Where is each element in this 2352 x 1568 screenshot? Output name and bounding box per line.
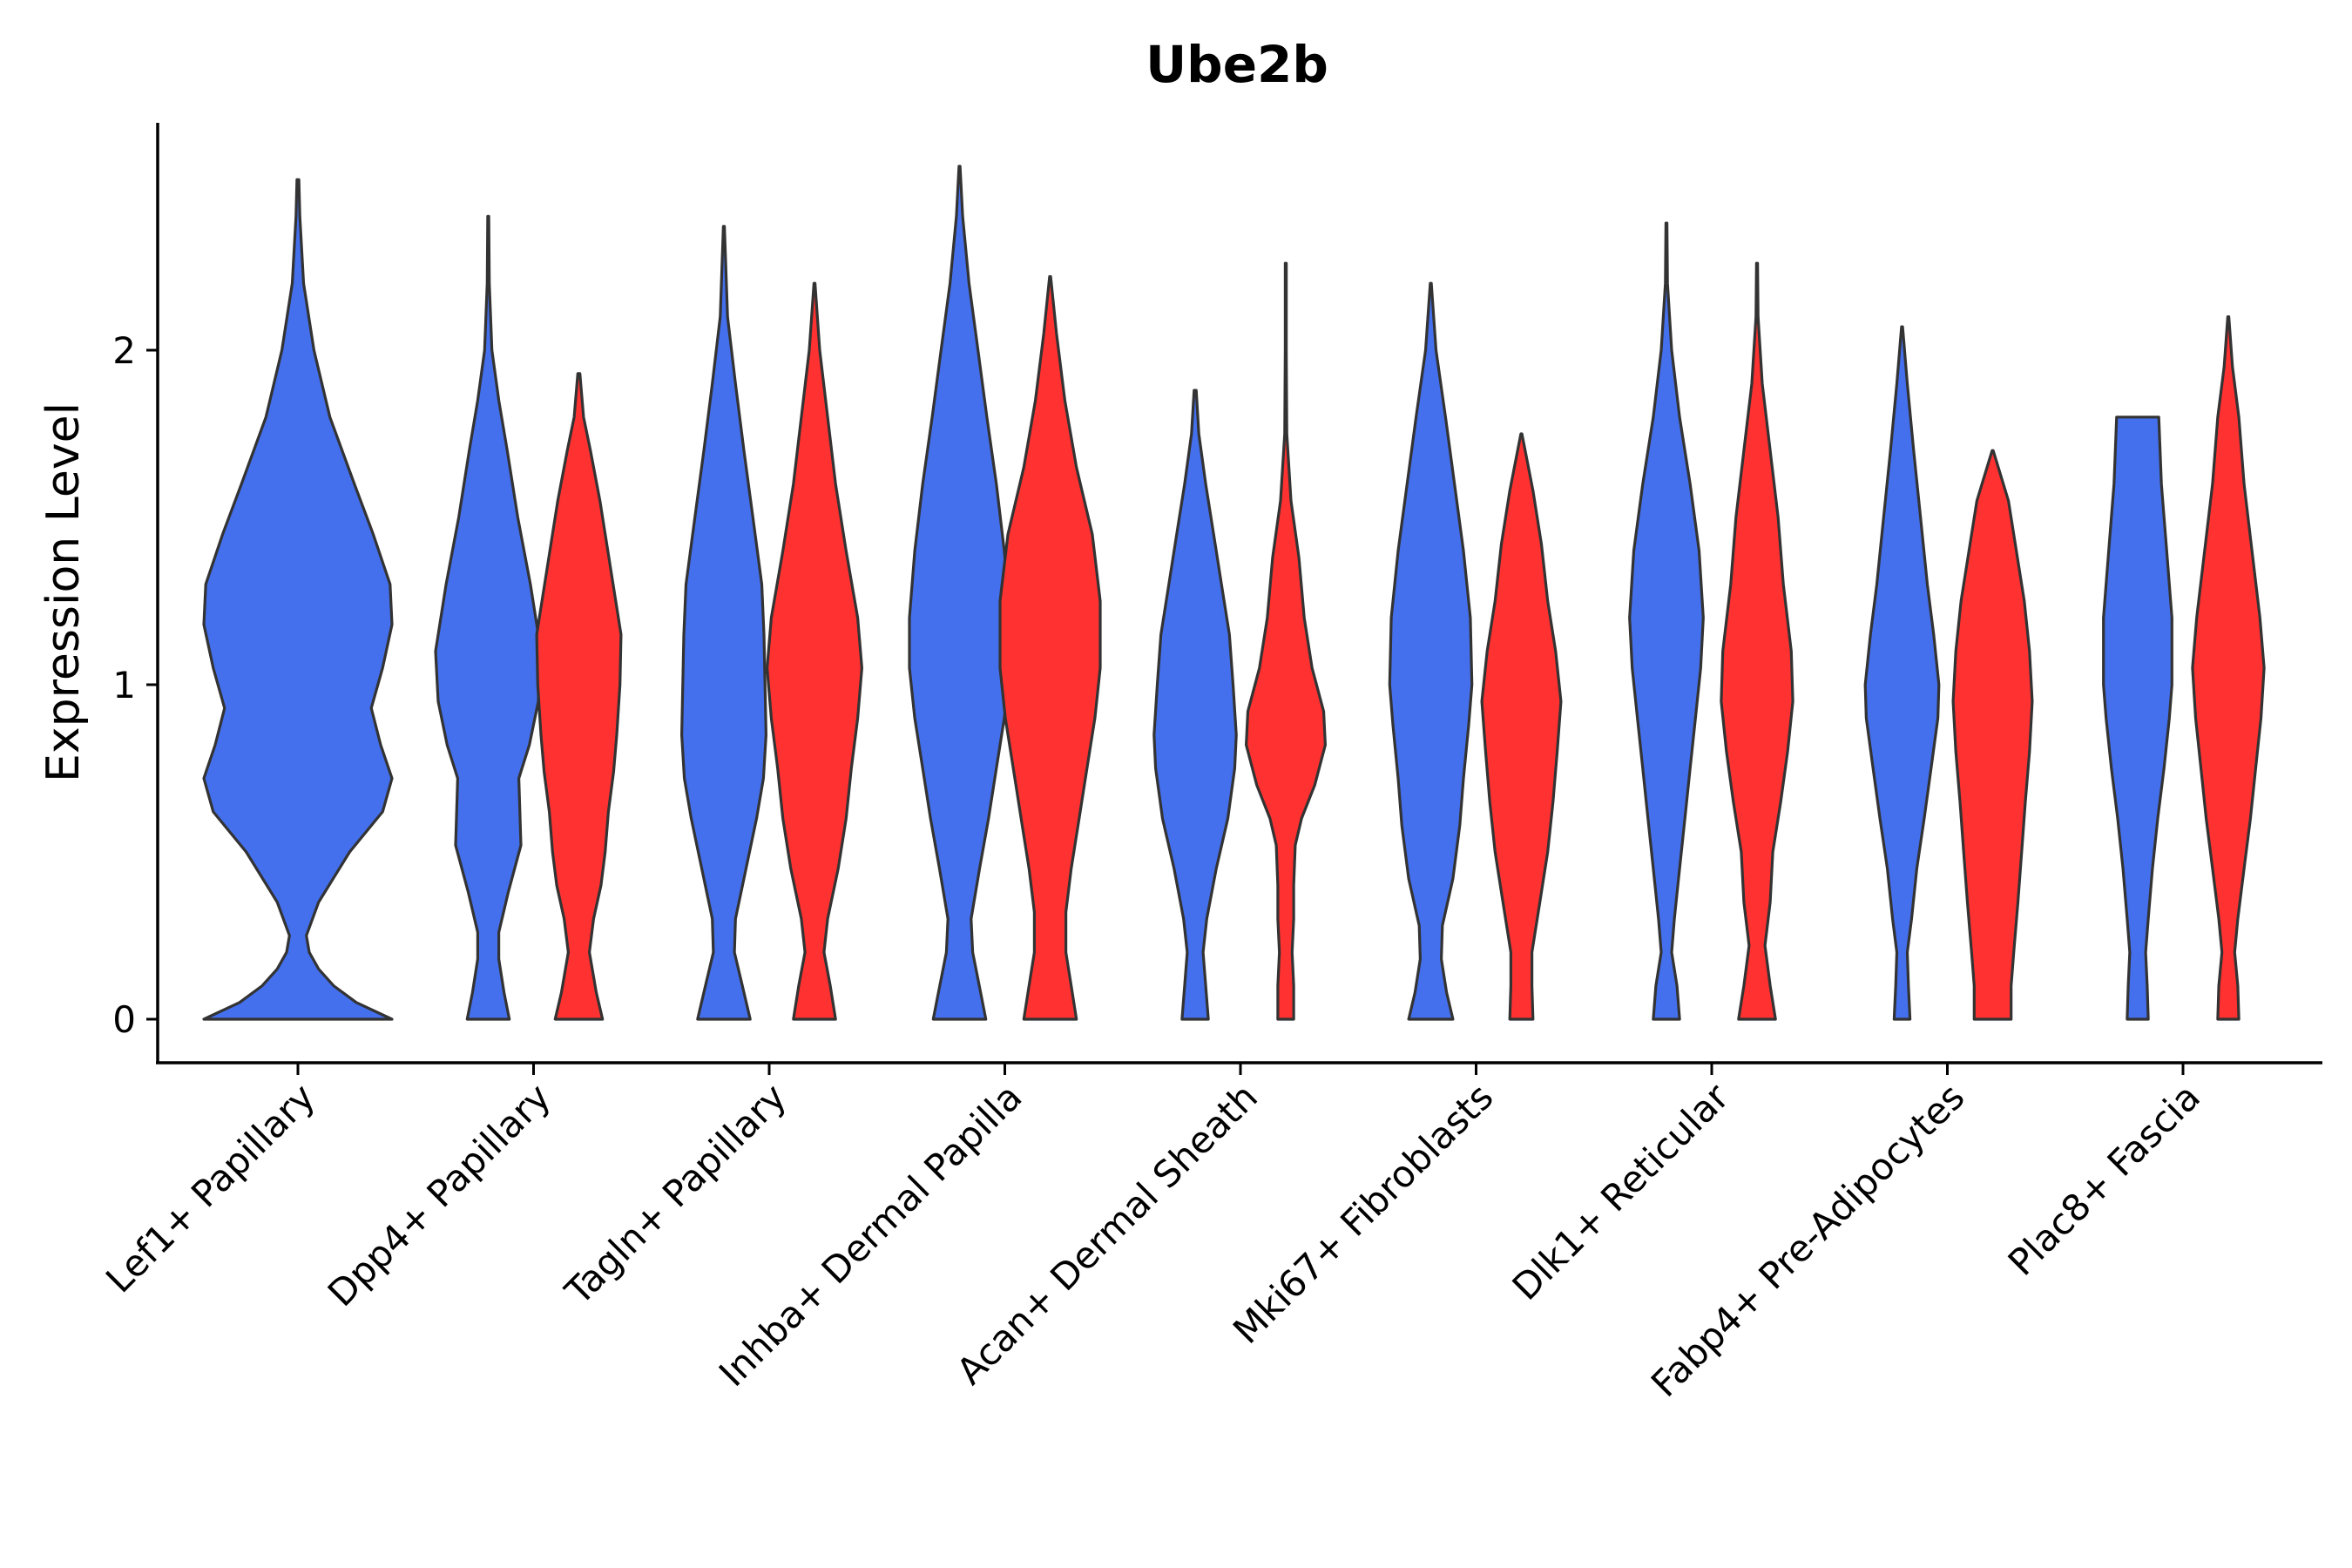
violin-plac8-fascia-b [2191,315,2266,1021]
violin-fabp4-pre-adipocytes-a [1863,325,1941,1021]
violin-dlk1-reticular-a [1628,221,1705,1021]
y-tick-label: 0 [112,998,136,1041]
violin-tagln-papillary-a [680,225,767,1021]
x-tick-label-mki67-fibroblasts: Mki67+ Fibroblasts [1225,1075,1501,1351]
violin-lef1-papillary-a [202,178,394,1021]
x-tick-label-dpp4-papillary: Dpp4+ Papillary [320,1075,559,1315]
x-tick-label-plac8-fascia: Plac8+ Fascia [2000,1075,2208,1283]
x-tick-label-dlk1-reticular: Dlk1+ Reticular [1504,1075,1738,1308]
y-tick-label: 2 [112,329,136,372]
y-axis-ticks: 0 1 2 [112,329,158,1041]
violin-inhba-dermal-papilla-b [998,274,1102,1021]
x-tick-label-tagln-papillary: Tagln+ Papillary [557,1075,794,1313]
violin-dpp4-papillary-a [434,214,543,1021]
violin-dpp4-papillary-b [535,372,623,1021]
violin-layer [202,165,2266,1021]
chart-title: Ube2b [1146,35,1328,94]
violin-fabp4-pre-adipocytes-b [1951,449,2034,1021]
x-tick-label-lef1-papillary: Lef1+ Papillary [98,1075,323,1301]
y-axis-label: Expression Level [37,402,90,782]
violin-mki67-fibroblasts-b [1480,432,1563,1021]
violin-mki67-fibroblasts-a [1388,281,1474,1021]
violin-tagln-papillary-b [766,281,863,1021]
violin-acan-dermal-sheath-b [1245,261,1327,1021]
violin-acan-dermal-sheath-a [1152,389,1238,1021]
violin-plac8-fascia-a [2102,416,2173,1021]
violin-inhba-dermal-papilla-a [908,165,1011,1021]
violin-dlk1-reticular-b [1720,261,1794,1021]
y-tick-label: 1 [112,664,136,706]
